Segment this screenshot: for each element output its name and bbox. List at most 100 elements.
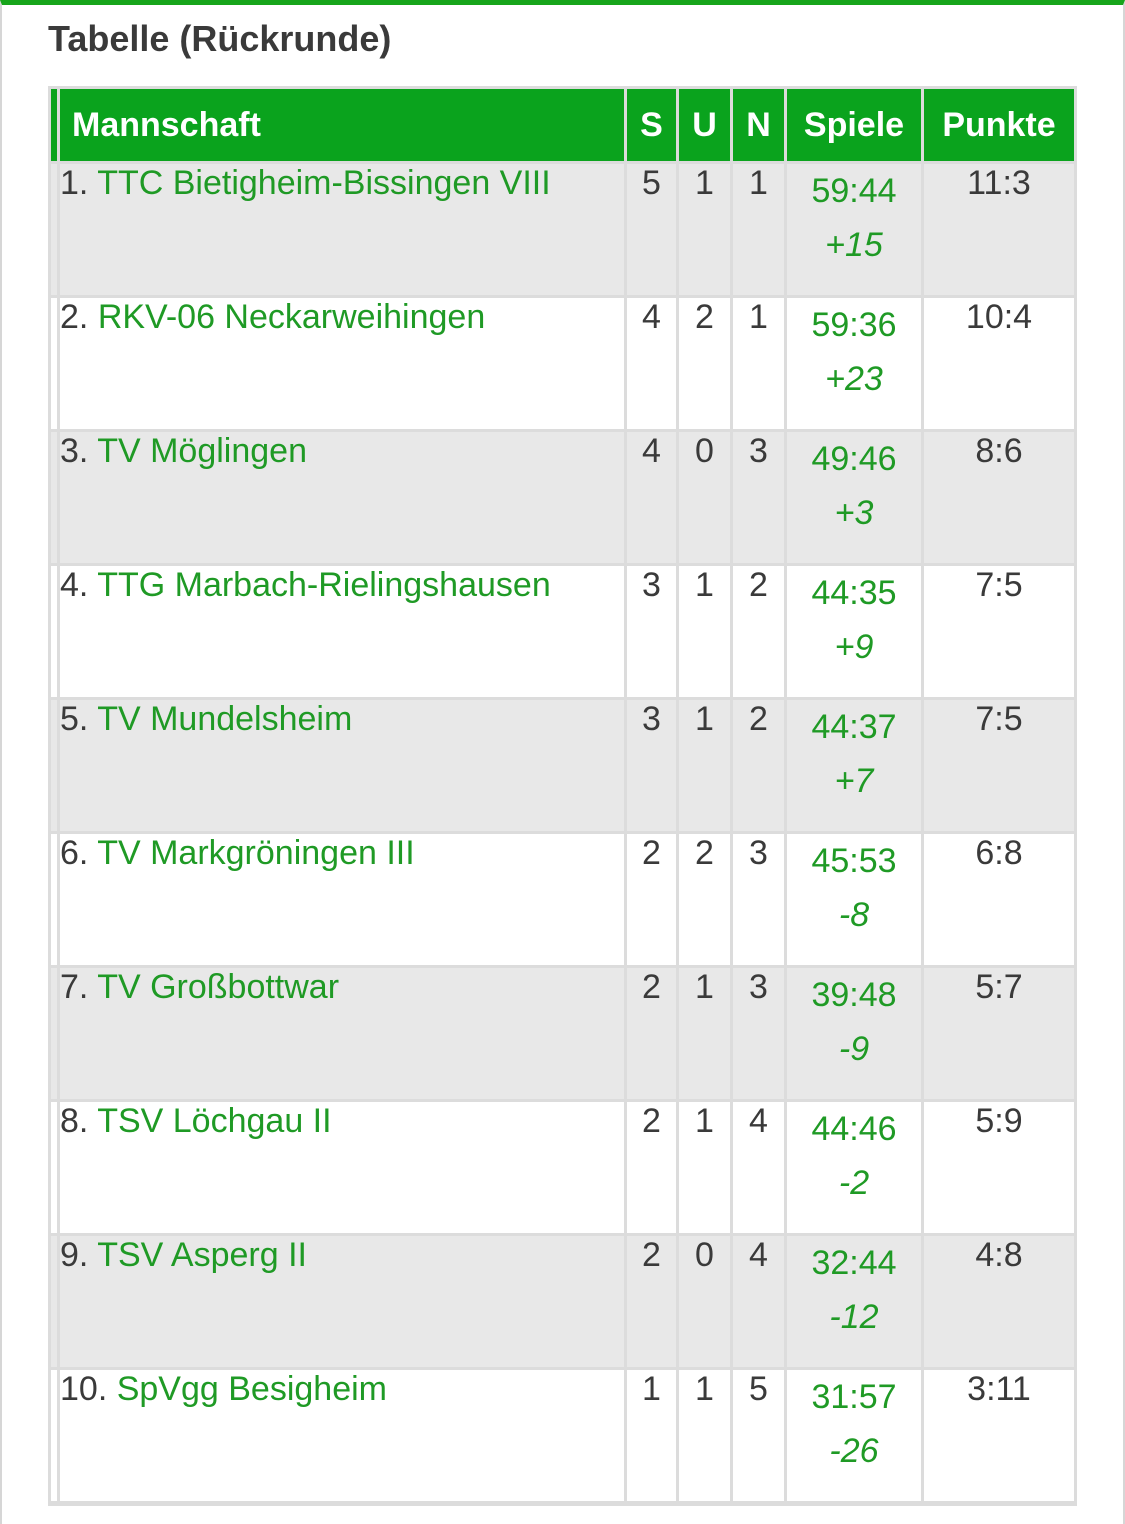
column-header-wins[interactable]: S — [627, 89, 676, 161]
team-cell: 2. RKV-06 Neckarweihingen — [60, 298, 624, 429]
draws-cell: 1 — [679, 566, 730, 697]
draws-cell: 2 — [679, 834, 730, 965]
wins-cell: 3 — [627, 700, 676, 831]
table-row: 8. TSV Löchgau II 2 1 4 44:46 -2 5:9 — [51, 1102, 1074, 1233]
draws-cell: 1 — [679, 1102, 730, 1233]
games-difference: -12 — [829, 1298, 879, 1336]
games-cell[interactable]: 32:44 -12 — [787, 1236, 921, 1367]
team-link[interactable]: TTG Marbach-Rielingshausen — [97, 566, 551, 604]
losses-cell: 4 — [733, 1102, 784, 1233]
wins-cell: 4 — [627, 298, 676, 429]
games-score: 39:48 — [811, 976, 897, 1014]
team-cell: 6. TV Markgröningen III — [60, 834, 624, 965]
row-stub — [51, 164, 57, 295]
header-row: Mannschaft S U N Spiele Punkte — [51, 89, 1074, 161]
table-row: 9. TSV Asperg II 2 0 4 32:44 -12 4:8 — [51, 1236, 1074, 1367]
team-link[interactable]: TSV Asperg II — [97, 1236, 307, 1274]
points-cell: 6:8 — [924, 834, 1074, 965]
losses-cell: 2 — [733, 700, 784, 831]
games-difference: +7 — [834, 762, 874, 800]
team-link[interactable]: TSV Löchgau II — [97, 1102, 332, 1140]
rank-label: 3. — [60, 432, 89, 470]
draws-cell: 0 — [679, 1236, 730, 1367]
games-cell[interactable]: 31:57 -26 — [787, 1370, 921, 1501]
games-cell[interactable]: 44:35 +9 — [787, 566, 921, 697]
team-cell: 1. TTC Bietigheim-Bissingen VIII — [60, 164, 624, 295]
column-header-team[interactable]: Mannschaft — [60, 89, 624, 161]
team-link[interactable]: RKV-06 Neckarweihingen — [97, 298, 486, 336]
games-difference: -26 — [829, 1432, 879, 1470]
rank-label: 2. — [60, 298, 89, 336]
team-link[interactable]: SpVgg Besigheim — [116, 1370, 387, 1408]
row-stub — [51, 1236, 57, 1367]
games-cell[interactable]: 39:48 -9 — [787, 968, 921, 1099]
team-cell: 4. TTG Marbach-Rielingshausen — [60, 566, 624, 697]
table-row: 1. TTC Bietigheim-Bissingen VIII 5 1 1 59:44… — [51, 164, 1074, 295]
team-link[interactable]: TV Großbottwar — [97, 968, 340, 1006]
rank-label: 4. — [60, 566, 89, 604]
draws-cell: 2 — [679, 298, 730, 429]
points-cell: 5:9 — [924, 1102, 1074, 1233]
losses-cell: 5 — [733, 1370, 784, 1501]
games-score: 59:36 — [811, 306, 897, 344]
table-row: 6. TV Markgröningen III 2 2 3 45:53 -8 6:8 — [51, 834, 1074, 965]
points-cell: 7:5 — [924, 700, 1074, 831]
table-row: 7. TV Großbottwar 2 1 3 39:48 -9 5:7 — [51, 968, 1074, 1099]
wins-cell: 1 — [627, 1370, 676, 1501]
games-score: 44:37 — [811, 708, 897, 746]
team-link[interactable]: TTC Bietigheim-Bissingen VIII — [97, 164, 551, 202]
losses-cell: 1 — [733, 298, 784, 429]
row-stub — [51, 298, 57, 429]
team-link[interactable]: TV Möglingen — [97, 432, 307, 470]
wins-cell: 4 — [627, 432, 676, 563]
rank-label: 6. — [60, 834, 89, 872]
header-stub — [51, 89, 57, 161]
rank-label: 7. — [60, 968, 89, 1006]
games-cell[interactable]: 49:46 +3 — [787, 432, 921, 563]
page-title: Tabelle (Rückrunde) — [48, 18, 392, 59]
games-difference: -8 — [838, 896, 870, 934]
games-score: 49:46 — [811, 440, 897, 478]
wins-cell: 2 — [627, 1102, 676, 1233]
games-cell[interactable]: 45:53 -8 — [787, 834, 921, 965]
column-header-draws[interactable]: U — [679, 89, 730, 161]
row-stub — [51, 700, 57, 831]
team-link[interactable]: TV Mundelsheim — [97, 700, 353, 738]
games-cell[interactable]: 59:36 +23 — [787, 298, 921, 429]
rank-label: 8. — [60, 1102, 89, 1140]
team-cell: 8. TSV Löchgau II — [60, 1102, 624, 1233]
table-row: 2. RKV-06 Neckarweihingen 4 2 1 59:36 +23 10:4 — [51, 298, 1074, 429]
games-cell[interactable]: 59:44 +15 — [787, 164, 921, 295]
losses-cell: 3 — [733, 432, 784, 563]
team-cell: 5. TV Mundelsheim — [60, 700, 624, 831]
draws-cell: 1 — [679, 164, 730, 295]
wins-cell: 2 — [627, 834, 676, 965]
games-score: 44:46 — [811, 1110, 897, 1148]
table-row: 3. TV Möglingen 4 0 3 49:46 +3 8:6 — [51, 432, 1074, 563]
table-row: 5. TV Mundelsheim 3 1 2 44:37 +7 7:5 — [51, 700, 1074, 831]
games-difference: +3 — [834, 494, 874, 532]
table-row: 4. TTG Marbach-Rielingshausen 3 1 2 44:35 +9 7… — [51, 566, 1074, 697]
row-stub — [51, 432, 57, 563]
games-cell[interactable]: 44:37 +7 — [787, 700, 921, 831]
draws-cell: 0 — [679, 432, 730, 563]
table-header: Mannschaft S U N Spiele Punkte — [51, 89, 1074, 161]
standings-table-wrapper: Mannschaft S U N Spiele Punkte 1. TTC Bi… — [48, 86, 1077, 1506]
wins-cell: 2 — [627, 1236, 676, 1367]
points-cell: 5:7 — [924, 968, 1074, 1099]
team-cell: 7. TV Großbottwar — [60, 968, 624, 1099]
column-header-losses[interactable]: N — [733, 89, 784, 161]
column-header-games[interactable]: Spiele — [787, 89, 921, 161]
row-stub — [51, 968, 57, 1099]
rank-label: 9. — [60, 1236, 89, 1274]
games-score: 44:35 — [811, 574, 897, 612]
team-link[interactable]: TV Markgröningen III — [97, 834, 415, 872]
wins-cell: 2 — [627, 968, 676, 1099]
column-header-points[interactable]: Punkte — [924, 89, 1074, 161]
games-difference: +9 — [834, 628, 874, 666]
games-cell[interactable]: 44:46 -2 — [787, 1102, 921, 1233]
games-difference: -9 — [838, 1030, 870, 1068]
team-cell: 10. SpVgg Besigheim — [60, 1370, 624, 1501]
table-body: 1. TTC Bietigheim-Bissingen VIII 5 1 1 59:44… — [51, 164, 1074, 1501]
